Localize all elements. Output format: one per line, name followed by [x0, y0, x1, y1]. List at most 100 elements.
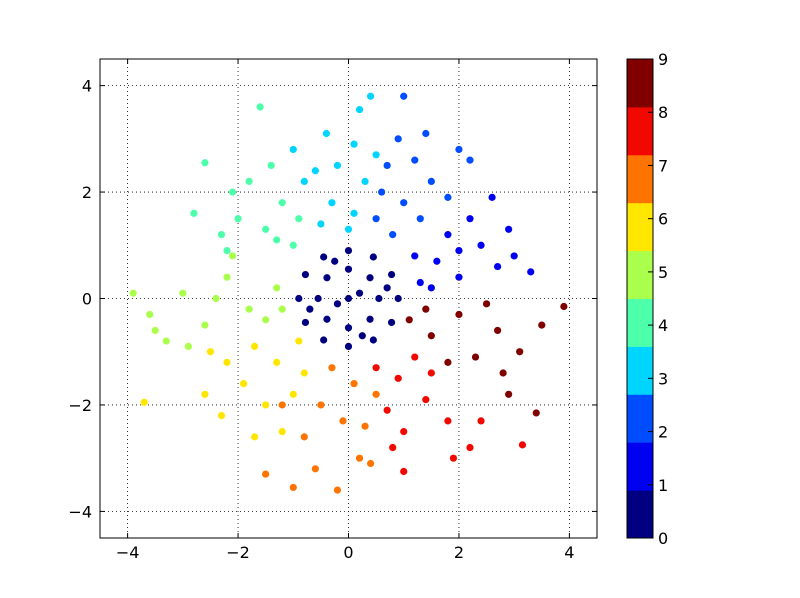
colorbar-band: [627, 202, 653, 252]
point: [262, 225, 270, 233]
point: [289, 390, 297, 398]
point: [538, 321, 546, 329]
point: [228, 188, 237, 196]
point: [300, 177, 308, 186]
point: [239, 380, 248, 388]
point: [328, 364, 336, 372]
colorbar-tick-label: 1: [658, 476, 668, 495]
point: [289, 145, 297, 154]
point: [516, 348, 524, 356]
point: [251, 342, 259, 350]
point: [427, 284, 435, 292]
point: [383, 406, 391, 414]
point: [146, 310, 154, 319]
point: [387, 318, 396, 327]
colorbar-band: [627, 346, 653, 395]
point: [372, 390, 380, 398]
point: [339, 417, 347, 425]
x-tick-label: 0: [343, 543, 353, 562]
point: [527, 268, 535, 276]
point: [433, 257, 441, 265]
point: [372, 151, 380, 159]
point: [273, 284, 281, 292]
point: [427, 369, 435, 377]
colorbar-tick-label: 3: [658, 369, 668, 388]
point: [471, 353, 480, 361]
point: [323, 274, 331, 282]
point: [444, 358, 452, 366]
point: [411, 353, 419, 361]
point: [301, 318, 310, 327]
colorbar-tick-label: 9: [658, 50, 668, 69]
colorbar-tick-label: 7: [658, 156, 668, 175]
point: [289, 241, 297, 249]
point: [262, 401, 270, 409]
point: [358, 332, 366, 340]
point: [306, 305, 314, 313]
point: [201, 159, 209, 167]
point: [444, 231, 452, 239]
point: [256, 103, 264, 111]
point: [190, 209, 198, 217]
point: [314, 294, 322, 303]
x-tick-label: −2: [226, 543, 250, 562]
point: [389, 443, 397, 452]
point: [355, 105, 364, 114]
point: [422, 396, 430, 404]
point: [394, 374, 402, 382]
point: [311, 167, 319, 175]
colorbar-tick-label: 8: [658, 103, 668, 122]
point: [394, 135, 402, 143]
point: [449, 454, 458, 462]
colorbar-band: [627, 154, 653, 204]
point: [328, 199, 336, 207]
colorbar-band: [627, 250, 653, 299]
colorbar-tick-label: 5: [658, 263, 668, 282]
colorbar-tick-label: 0: [658, 529, 668, 548]
point: [311, 465, 319, 473]
point: [455, 310, 463, 319]
point: [273, 236, 281, 244]
point: [455, 247, 463, 255]
point: [201, 390, 209, 398]
point: [387, 270, 396, 279]
point: [366, 274, 374, 282]
point: [262, 470, 270, 478]
point: [477, 241, 485, 249]
point: [323, 315, 331, 323]
point: [355, 289, 364, 297]
point: [361, 422, 369, 430]
point: [366, 92, 375, 100]
point: [427, 177, 435, 186]
y-tick-label: 4: [82, 77, 92, 96]
point: [466, 215, 474, 223]
x-tick-label: −4: [116, 543, 140, 562]
point: [300, 433, 308, 441]
point: [366, 315, 374, 323]
point: [400, 199, 408, 207]
point: [223, 273, 231, 281]
point: [422, 305, 430, 313]
point: [344, 247, 353, 255]
point: [372, 364, 380, 372]
point: [532, 409, 540, 417]
point: [331, 257, 339, 265]
point: [455, 145, 463, 154]
colorbar-tick-label: 6: [658, 210, 668, 229]
colorbar-tick-label: 2: [658, 423, 668, 442]
x-tick-label: 4: [564, 543, 574, 562]
point: [361, 177, 369, 186]
point: [317, 220, 325, 228]
point: [344, 324, 353, 332]
point: [488, 193, 496, 201]
point: [369, 253, 377, 261]
point: [416, 278, 424, 287]
point: [344, 265, 353, 273]
point: [162, 337, 170, 345]
point: [320, 336, 328, 344]
point: [355, 454, 364, 462]
colorbar-band: [627, 394, 653, 443]
point: [383, 161, 391, 170]
point: [278, 427, 286, 436]
point: [317, 401, 325, 409]
